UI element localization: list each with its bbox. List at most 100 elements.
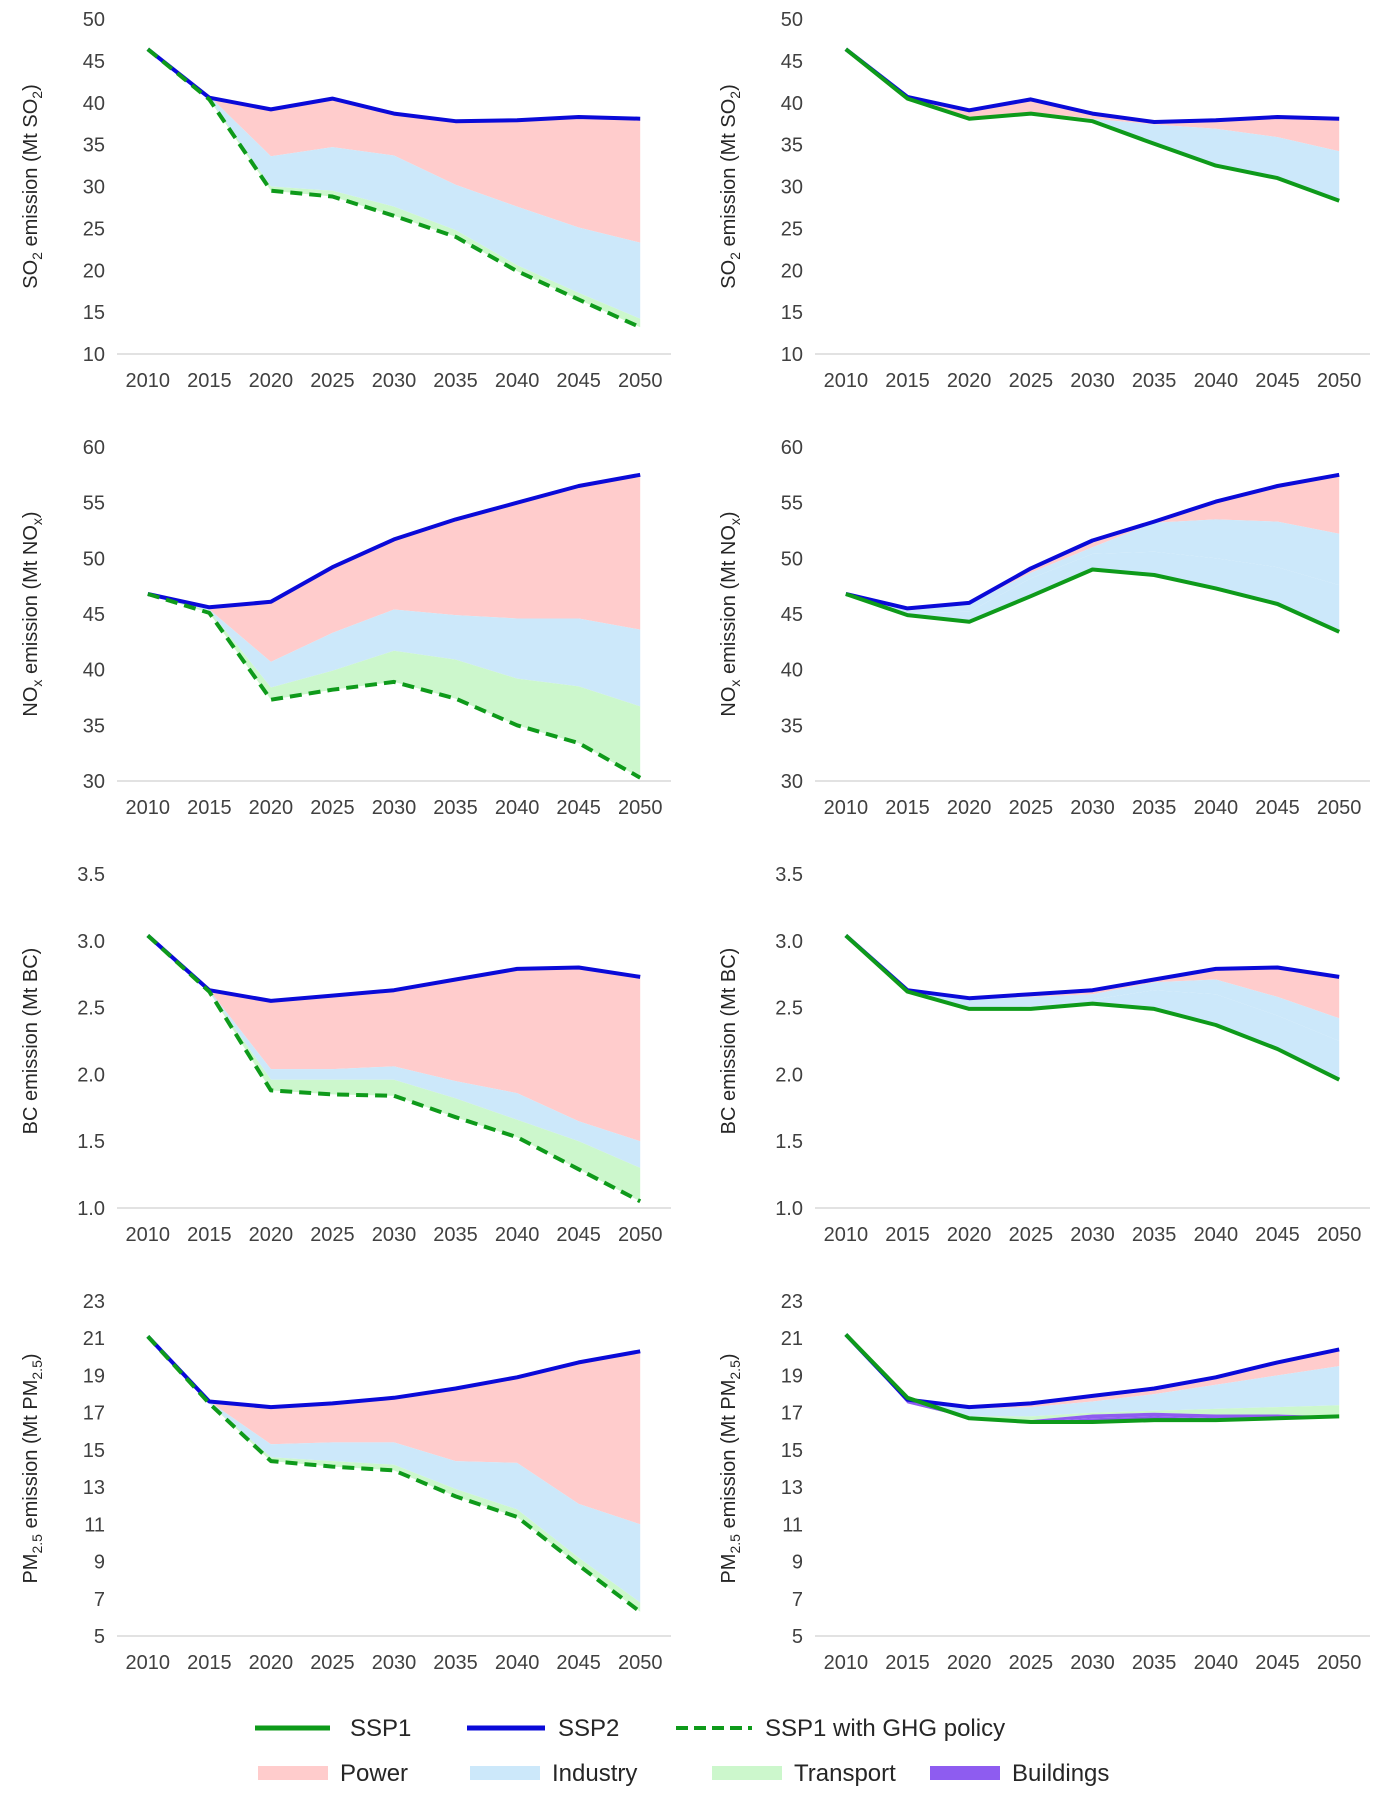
bc-left-line-ssp1_ghg: [146, 934, 642, 1204]
pm25-left-line-ssp2: [146, 1335, 641, 1410]
so2-right-y-tick-label: 15: [781, 302, 803, 324]
nox-right-x-tick-label: 2040: [1194, 797, 1239, 819]
bc-right-x-tick-label: 2045: [1255, 1224, 1300, 1246]
bc-right-line-ssp1: [844, 934, 1341, 1082]
bc-right-x-tick-label: 2015: [885, 1224, 930, 1246]
pm25-right-line-ssp2: [844, 1333, 1340, 1410]
nox-right-band-industry: [845, 519, 1340, 613]
bc-left-band-transport: [147, 935, 641, 1202]
pm25-right-band-transport: [845, 1334, 1340, 1421]
nox-left-x-tick-label: 2015: [187, 797, 232, 819]
nox-left-y-tick-label: 45: [83, 604, 105, 626]
legend-industry-swatch: [470, 1766, 540, 1780]
so2-left-x-tick-label: 2045: [556, 370, 601, 392]
so2-left-y-tick-label: 10: [83, 344, 105, 366]
so2-left-x-tick-label: 2030: [372, 370, 417, 392]
nox-left-band-industry: [147, 594, 641, 707]
nox-right-x-tick-label: 2035: [1132, 797, 1177, 819]
bc-right-x-tick-label: 2010: [824, 1224, 869, 1246]
nox-left-x-tick-label: 2025: [310, 797, 355, 819]
so2-right-y-tick-label: 50: [781, 9, 803, 31]
pm25-left-y-tick-label: 21: [83, 1328, 105, 1350]
so2-left-band-transport: [147, 49, 641, 328]
bc-left-x-tick-label: 2035: [433, 1224, 478, 1246]
bc-left-y-tick-label: 3.5: [77, 864, 105, 886]
so2-right-x-tick-label: 2020: [947, 370, 992, 392]
chart-pm25-left: 5 7 9 11 13 15 17 19 21 23 2010 2015 2020 2025 2030 203…: [20, 1291, 671, 1674]
pm25-left-y-tick-label: 15: [83, 1440, 105, 1462]
so2-right-y-tick-label: 25: [781, 218, 803, 240]
nox-right-x-tick-label: 2050: [1317, 797, 1362, 819]
legend-transport-label: Transport: [794, 1760, 896, 1787]
so2-right-y-tick-label: 35: [781, 135, 803, 157]
bc-left-x-tick-label: 2030: [372, 1224, 417, 1246]
nox-left-y-tick-label: 55: [83, 493, 105, 515]
so2-right-x-tick-label: 2025: [1009, 370, 1054, 392]
legend-buildings-label: Buildings: [1012, 1760, 1109, 1787]
bc-right-line-ssp2: [844, 934, 1340, 1001]
nox-left-y-tick-label: 40: [83, 660, 105, 682]
bc-left-y-tick-label: 1.5: [77, 1131, 105, 1153]
so2-right-x-tick-label: 2045: [1255, 370, 1300, 392]
pm25-right-y-tick-label: 21: [781, 1328, 803, 1350]
nox-right-y-tick-label: 40: [781, 660, 803, 682]
pm25-right-x-tick-label: 2015: [885, 1652, 930, 1674]
nox-left-line-ssp1_ghg: [147, 592, 642, 780]
pm25-right-y-tick-label: 23: [781, 1291, 803, 1313]
so2-right-x-tick-label: 2030: [1070, 370, 1115, 392]
so2-right-y-tick-label: 20: [781, 260, 803, 282]
pm25-right-x-tick-label: 2050: [1317, 1652, 1362, 1674]
pm25-right-y-tick-label: 5: [792, 1626, 803, 1648]
legend-power-label: Power: [340, 1760, 408, 1787]
pm25-right-y-tick-label: 19: [781, 1365, 803, 1387]
bc-left-line-ssp2: [146, 934, 641, 1003]
nox-right-line-ssp1: [845, 567, 1341, 634]
pm25-right-y-tick-label: 13: [781, 1477, 803, 1499]
bc-right-x-tick-label: 2020: [947, 1224, 992, 1246]
so2-left-x-tick-label: 2015: [187, 370, 232, 392]
bc-left-y-axis-label: BC emission (Mt BC): [20, 948, 42, 1135]
bc-right-y-tick-label: 3.0: [775, 931, 803, 953]
pm25-right-x-tick-label: 2020: [947, 1652, 992, 1674]
bc-right-band-industry: [845, 935, 1340, 1080]
legend-transport-swatch: [712, 1766, 782, 1780]
legend-ssp1-ghg-label: SSP1 with GHG policy: [765, 1715, 1005, 1742]
chart-pm25-right: 5 7 9 11 13 15 17 19 21 23 2010 2015 2020 2025 2030 203…: [718, 1291, 1370, 1674]
pm25-left-x-tick-label: 2035: [433, 1652, 478, 1674]
nox-left-y-axis-label: NOx emission (Mt NOx): [20, 511, 45, 716]
so2-right-line-ssp2: [844, 47, 1340, 124]
nox-left-x-tick-label: 2030: [372, 797, 417, 819]
so2-right-x-tick-label: 2015: [885, 370, 930, 392]
so2-right-y-tick-label: 30: [781, 177, 803, 199]
pm25-right-x-tick-label: 2010: [824, 1652, 869, 1674]
nox-right-line-ssp2: [845, 472, 1340, 611]
pm25-left-y-tick-label: 9: [94, 1552, 105, 1574]
pm25-left-x-tick-label: 2040: [495, 1652, 540, 1674]
pm25-left-y-tick-label: 11: [84, 1514, 105, 1536]
pm25-right-x-tick-label: 2030: [1070, 1652, 1115, 1674]
pm25-left-line-ssp1_ghg: [146, 1335, 642, 1614]
bc-left-x-tick-label: 2040: [495, 1224, 540, 1246]
bc-right-x-tick-label: 2040: [1194, 1224, 1239, 1246]
so2-left-x-tick-label: 2010: [126, 370, 171, 392]
so2-right-band-industry: [845, 49, 1340, 200]
nox-left-x-tick-label: 2040: [495, 797, 540, 819]
bc-left-x-tick-label: 2045: [556, 1224, 601, 1246]
so2-right-x-tick-label: 2050: [1317, 370, 1362, 392]
nox-left-band-transport: [147, 594, 641, 775]
pm25-right-x-tick-label: 2035: [1132, 1652, 1177, 1674]
nox-right-x-tick-label: 2010: [824, 797, 869, 819]
bc-right-x-tick-label: 2050: [1317, 1224, 1362, 1246]
bc-right-y-tick-label: 1.5: [775, 1131, 803, 1153]
chart-bc-right: 1.0 1.5 2.0 2.5 3.0 3.5 2010 2015 2020 2025 2030 20…: [718, 864, 1370, 1246]
so2-right-y-axis-label: SO2 emission (Mt SO2): [718, 84, 743, 289]
bc-left-x-tick-label: 2010: [126, 1224, 171, 1246]
so2-left-x-tick-label: 2025: [310, 370, 355, 392]
so2-left-band-industry: [147, 49, 641, 319]
pm25-left-x-tick-label: 2015: [187, 1652, 232, 1674]
bc-left-y-tick-label: 3.0: [77, 931, 105, 953]
pm25-left-band-power: [147, 1336, 641, 1525]
